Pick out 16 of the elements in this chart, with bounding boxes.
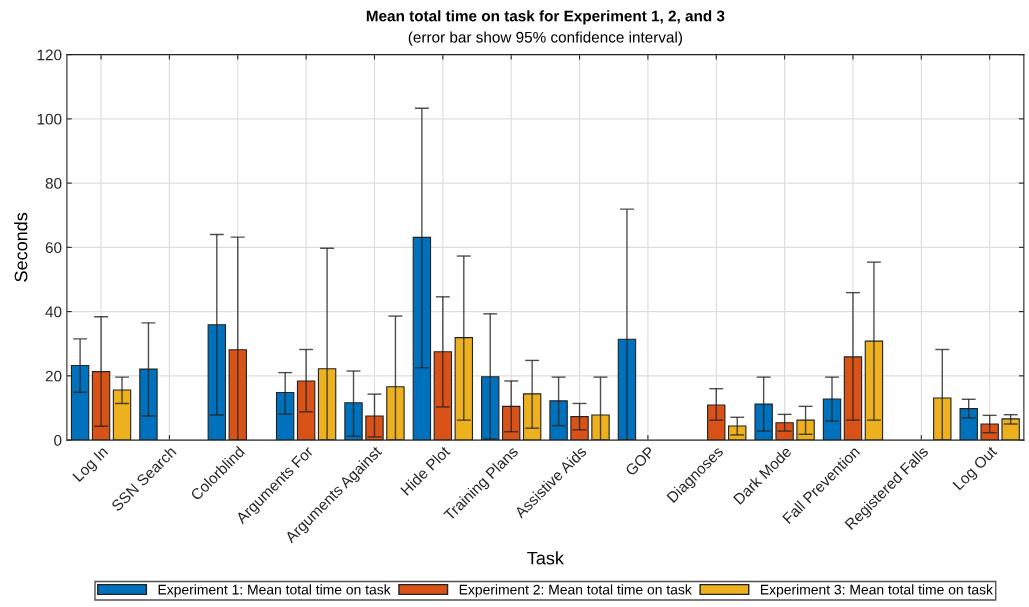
legend-label: Experiment 2: Mean total time on task — [459, 584, 692, 598]
y-tick-label: 120 — [37, 49, 62, 61]
x-tick-label: Log In — [72, 446, 111, 485]
y-tick-label: 80 — [45, 177, 62, 189]
y-axis-title: Seconds — [14, 212, 28, 282]
x-tick-label: Log Out — [952, 445, 1000, 493]
y-tick-label: 40 — [45, 306, 62, 318]
x-axis-title: Task — [527, 551, 564, 565]
y-tick-label: 20 — [45, 370, 62, 382]
y-tick-label: 60 — [45, 242, 62, 254]
y-tick-label: 0 — [54, 434, 62, 446]
legend-label: Experiment 1: Mean total time on task — [158, 584, 391, 598]
legend-label: Experiment 3: Mean total time on task — [760, 584, 993, 598]
y-tick-label: 100 — [37, 113, 62, 125]
chart-title: Mean total time on task for Experiment 1, 2, and 3 — [366, 10, 725, 25]
chart-subtitle: (error bar show 95% confidence interval) — [408, 31, 682, 46]
